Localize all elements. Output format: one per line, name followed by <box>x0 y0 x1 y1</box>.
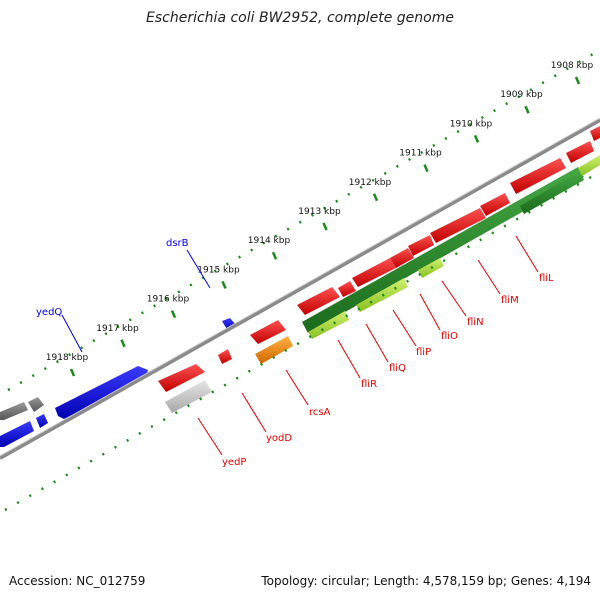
tick-label: 1913 kbp <box>298 207 341 217</box>
gene-red-4 <box>297 287 340 315</box>
gene-label-fliM: fliM <box>501 295 519 306</box>
gene-yedP-block <box>165 380 212 413</box>
tick-mark <box>574 76 581 85</box>
gene-red-13 <box>590 126 600 141</box>
leader-yedQ <box>61 314 83 353</box>
gene-gray-2 <box>28 397 44 412</box>
bottom-strand-features <box>0 155 600 447</box>
gene-red-10 <box>480 193 510 216</box>
tick-label: 1916 kbp <box>147 295 190 305</box>
leader-fliO <box>419 293 441 331</box>
gene-red-9 <box>430 208 486 243</box>
gene-label-yedP: yedP <box>222 457 246 468</box>
tick-label: 1910 kbp <box>450 119 493 129</box>
tick-mark <box>69 368 76 377</box>
tick-mark <box>372 193 379 202</box>
tick-label: 1911 kbp <box>399 149 442 159</box>
tick-label: 1914 kbp <box>248 236 291 246</box>
gene-label-fliL: fliL <box>539 273 554 284</box>
gene-labels: dsrB yedQ yedP yodD rcsA fliR fliQ fliP … <box>36 238 554 468</box>
leader-fliP <box>392 309 417 347</box>
gene-lightgreen-1 <box>308 311 349 339</box>
backbone-highlight <box>0 117 600 457</box>
tick-marks: 1908 kbp 1909 kbp 1910 kbp 1911 kbp 1912 kbp… <box>46 61 594 377</box>
tick-mark <box>170 310 177 319</box>
gene-label-fliO: fliO <box>441 331 458 342</box>
gene-red-7 <box>390 248 414 268</box>
tick-mark <box>322 222 328 231</box>
topology-text: Topology: circular; Length: 4,578,159 bp… <box>261 574 591 588</box>
gene-rcsA-block <box>255 336 293 364</box>
tick-mark <box>221 280 227 289</box>
gene-label-yedQ: yedQ <box>36 307 62 318</box>
tick-ring-outer <box>7 48 600 392</box>
leader-yedP <box>197 417 223 456</box>
gene-label-fliQ: fliQ <box>389 363 406 374</box>
gene-label-yodD: yodD <box>266 433 292 444</box>
gene-red-5 <box>338 281 356 297</box>
leader-fliL <box>515 235 539 273</box>
backbone-line <box>0 118 600 460</box>
gene-red-12 <box>566 141 594 163</box>
gene-red-2 <box>218 349 232 364</box>
leader-fliM <box>477 259 501 295</box>
tick-mark <box>120 339 126 348</box>
leader-fliN <box>441 280 467 317</box>
tick-label: 1908 kbp <box>551 61 594 71</box>
gene-lightgreen-4 <box>578 155 600 176</box>
leader-dsrB <box>186 249 211 289</box>
gene-red-3 <box>250 320 286 344</box>
gene-lightgreen-3 <box>418 258 444 278</box>
label-leaders <box>61 235 539 456</box>
tick-mark <box>524 105 530 114</box>
tick-label: 1917 kbp <box>96 324 139 334</box>
leader-fliQ <box>365 323 389 363</box>
gene-red-8 <box>408 235 434 256</box>
top-strand-features <box>0 126 600 420</box>
accession-text: Accession: NC_012759 <box>9 574 146 588</box>
gene-red-6 <box>352 258 396 287</box>
tick-label: 1909 kbp <box>500 90 543 100</box>
map-title: Escherichia coli BW2952, complete genome <box>146 10 454 26</box>
gene-lightgreen-2 <box>356 278 408 312</box>
gene-red-1 <box>158 364 205 392</box>
leader-yodD <box>241 392 267 433</box>
gene-gray-1 <box>0 402 28 420</box>
tick-label: 1912 kbp <box>349 178 392 188</box>
gene-label-fliR: fliR <box>361 379 377 390</box>
leader-rcsA <box>285 369 309 406</box>
leader-fliR <box>337 339 361 379</box>
tick-label: 1915 kbp <box>197 265 240 275</box>
tick-mark <box>473 134 480 143</box>
tick-label: 1918 kbp <box>46 353 89 363</box>
gene-green-operon <box>302 167 584 333</box>
tick-mark <box>423 164 429 173</box>
gene-label-dsrB: dsrB <box>166 238 189 249</box>
gene-label-fliP: fliP <box>416 347 431 358</box>
tick-mark <box>271 251 278 260</box>
gene-blue-rev-2 <box>36 414 48 428</box>
gene-blue-rev-1 <box>0 421 34 447</box>
gene-green-2 <box>520 171 584 214</box>
gene-label-fliN: fliN <box>467 317 484 328</box>
gene-label-rcsA: rcsA <box>309 407 331 418</box>
gene-dsrB-block <box>222 318 235 331</box>
gene-yedQ-block <box>55 366 148 419</box>
gene-red-11 <box>510 158 566 194</box>
